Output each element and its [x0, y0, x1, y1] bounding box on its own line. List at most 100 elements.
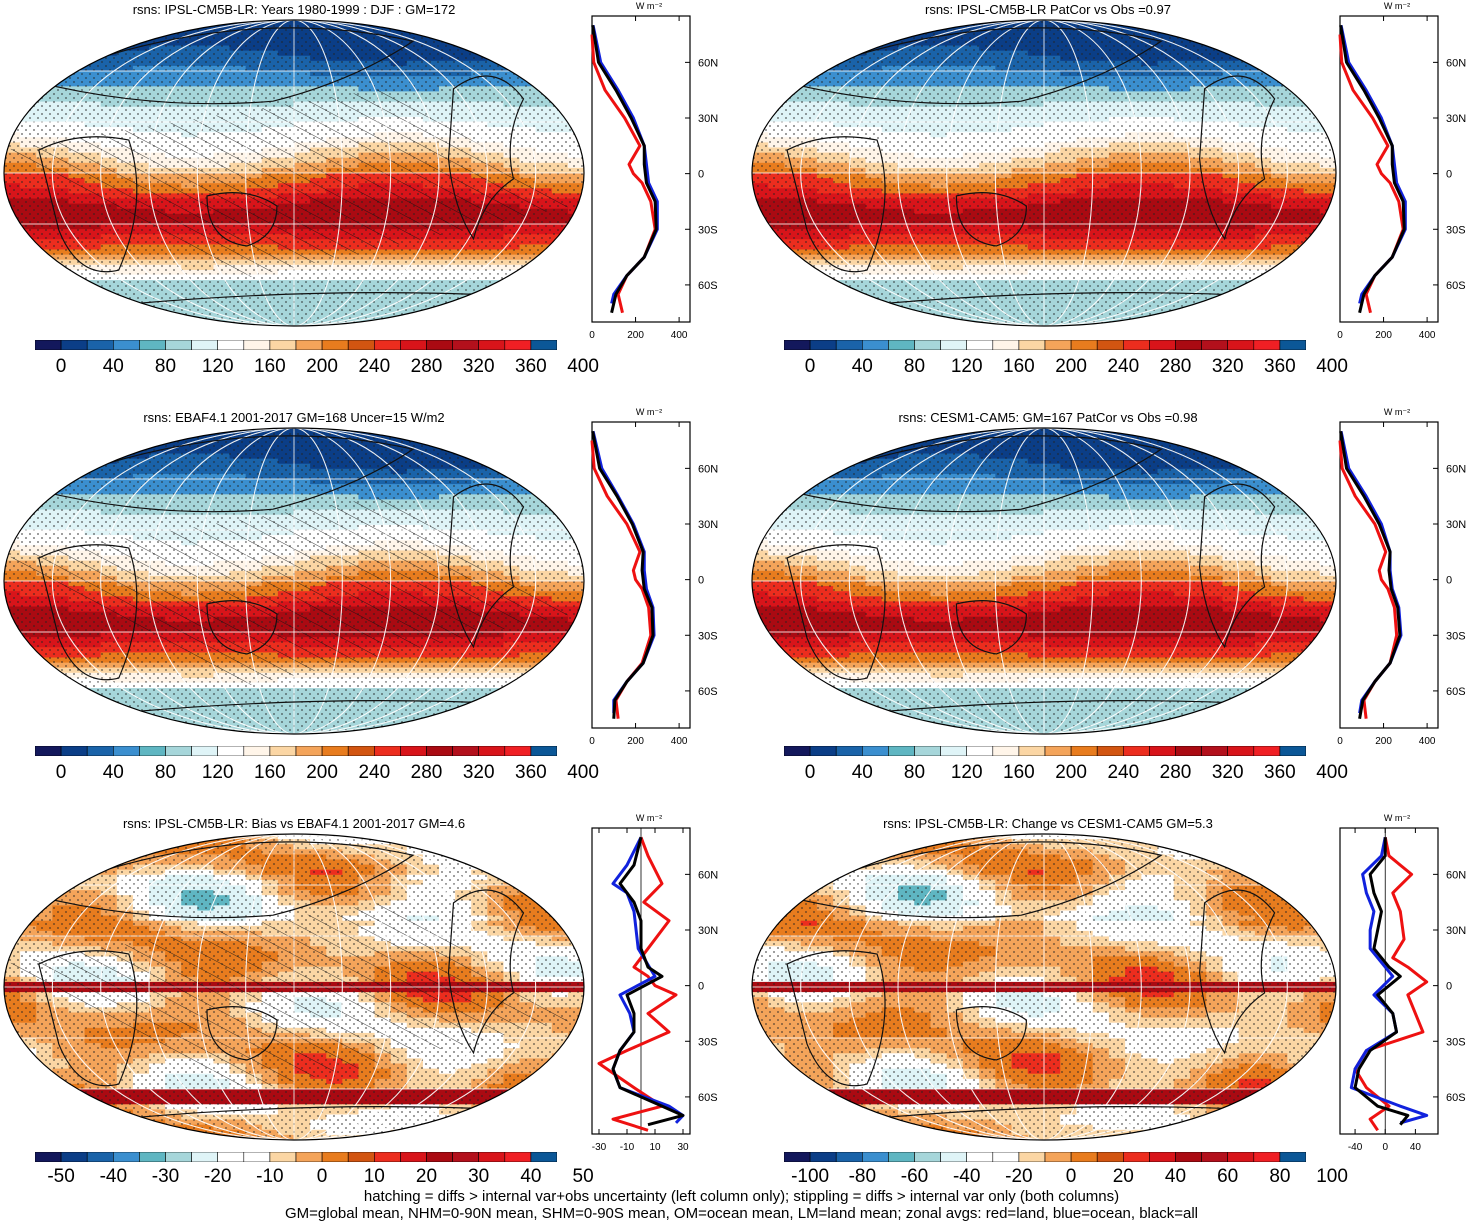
colorbar-swatch	[1045, 746, 1071, 756]
colorbar-swatch	[400, 1152, 426, 1162]
zonal-lat-tick-label: 60S	[698, 686, 718, 698]
colorbar	[784, 340, 1306, 350]
zonal-lat-tick-label: 0	[1446, 575, 1452, 587]
zonal-unit-label: W m⁻²	[636, 813, 662, 823]
map-title: rsns: EBAF4.1 2001-2017 GM=168 Uncer=15 …	[5, 410, 583, 425]
colorbar-swatch	[479, 340, 505, 350]
zonal-lat-tick-label: 30N	[1446, 519, 1466, 531]
colorbar-tick-label: 280	[1160, 356, 1192, 378]
colorbar-swatch	[244, 340, 270, 350]
colorbar-tick-label: 60	[1217, 1166, 1238, 1188]
colorbar-tick-label: 80	[904, 356, 925, 378]
colorbar-tick-label: 160	[254, 762, 286, 784]
colorbar-swatch	[61, 340, 87, 350]
map-plot	[748, 830, 1340, 1144]
colorbar-tick-label: 240	[1107, 356, 1139, 378]
colorbar-swatch	[1202, 340, 1228, 350]
colorbar-swatch	[427, 1152, 453, 1162]
colorbar-swatch	[113, 340, 139, 350]
colorbar-swatch	[784, 340, 810, 350]
colorbar-swatch	[1123, 1152, 1149, 1162]
colorbar-tick-label: -50	[47, 1166, 74, 1188]
colorbar-tick-label: 0	[805, 356, 816, 378]
colorbar-swatch	[374, 340, 400, 350]
zonal-x-tick-label: 200	[627, 736, 644, 747]
zonal-lat-tick-label: 60N	[698, 869, 718, 881]
colorbar-swatch	[192, 340, 218, 350]
colorbar	[35, 1152, 557, 1162]
colorbar-swatch	[61, 746, 87, 756]
map-title: rsns: IPSL-CM5B-LR PatCor vs Obs =0.97	[750, 2, 1346, 17]
colorbar-swatch	[1019, 340, 1045, 350]
zonal-lat-tick-label: 0	[698, 575, 704, 587]
zonal-lat-tick-label: 30N	[1446, 113, 1466, 125]
zonal-unit-label: W m⁻²	[1384, 1, 1410, 11]
colorbar-tick-label: 120	[202, 762, 234, 784]
colorbar-tick-label: 30	[468, 1166, 489, 1188]
map-title: rsns: CESM1-CAM5: GM=167 PatCor vs Obs =…	[750, 410, 1346, 425]
zonal-lat-tick-label: 30N	[698, 925, 718, 937]
zonal-lat-tick-label: 0	[1446, 169, 1452, 181]
colorbar-tick-label: 40	[103, 762, 124, 784]
colorbar-swatch	[862, 746, 888, 756]
colorbar-tick-label: 200	[306, 762, 338, 784]
zonal-x-tick-label: 0	[1382, 1142, 1388, 1153]
zonal-x-tick-label: 200	[627, 330, 644, 341]
colorbar-swatch	[1019, 746, 1045, 756]
zonal-lat-tick-label: 30S	[698, 630, 718, 642]
zonal-lat-tick-label: 60N	[1446, 869, 1466, 881]
colorbar-tick-label: 320	[463, 356, 495, 378]
zonal-lat-tick-label: 60S	[698, 280, 718, 292]
zonal-x-tick-label: 400	[671, 330, 688, 341]
colorbar-swatch	[427, 340, 453, 350]
colorbar-tick-label: 50	[573, 1166, 594, 1188]
colorbar-swatch	[967, 340, 993, 350]
colorbar-tick-label: 40	[103, 356, 124, 378]
zonal-lat-tick-label: 0	[698, 981, 704, 993]
colorbar-swatch	[35, 746, 61, 756]
colorbar-tick-label: -40	[953, 1166, 980, 1188]
colorbar-swatch	[888, 1152, 914, 1162]
zonal-x-tick-label: 0	[589, 736, 595, 747]
colorbar-tick-label: 360	[515, 356, 547, 378]
map-plot	[748, 16, 1340, 330]
colorbar-swatch	[453, 340, 479, 350]
colorbar-tick-label: 40	[1165, 1166, 1186, 1188]
colorbar-swatch	[836, 340, 862, 350]
colorbar-tick-label: 0	[1066, 1166, 1077, 1188]
colorbar-swatch	[1176, 746, 1202, 756]
colorbar-swatch	[1149, 1152, 1175, 1162]
footer-note-2: GM=global mean, NHM=0-90N mean, SHM=0-90…	[0, 1205, 1483, 1222]
colorbar-tick-label: -30	[152, 1166, 179, 1188]
colorbar-swatch	[270, 746, 296, 756]
colorbar-swatch	[374, 1152, 400, 1162]
colorbar-swatch	[810, 1152, 836, 1162]
colorbar-swatch	[1280, 340, 1306, 350]
colorbar-swatch	[1123, 746, 1149, 756]
zonal-lat-tick-label: 30N	[1446, 925, 1466, 937]
zonal-lat-tick-label: 60S	[1446, 1092, 1466, 1104]
map-plot	[0, 16, 588, 330]
colorbar-tick-label: 20	[416, 1166, 437, 1188]
colorbar-swatch	[139, 1152, 165, 1162]
zonal-lat-tick-label: 0	[1446, 981, 1452, 993]
colorbar	[35, 340, 557, 350]
colorbar-tick-label: 240	[1107, 762, 1139, 784]
colorbar-tick-label: 400	[1316, 762, 1348, 784]
colorbar-swatch	[1097, 340, 1123, 350]
colorbar-swatch	[915, 1152, 941, 1162]
colorbar-swatch	[941, 340, 967, 350]
zonal-lat-tick-label: 60N	[1446, 463, 1466, 475]
zonal-x-tick-label: 200	[1375, 736, 1392, 747]
colorbar-tick-label: -20	[204, 1166, 231, 1188]
colorbar-tick-label: 80	[1269, 1166, 1290, 1188]
colorbar-tick-label: 0	[56, 762, 67, 784]
colorbar-swatch	[505, 340, 531, 350]
